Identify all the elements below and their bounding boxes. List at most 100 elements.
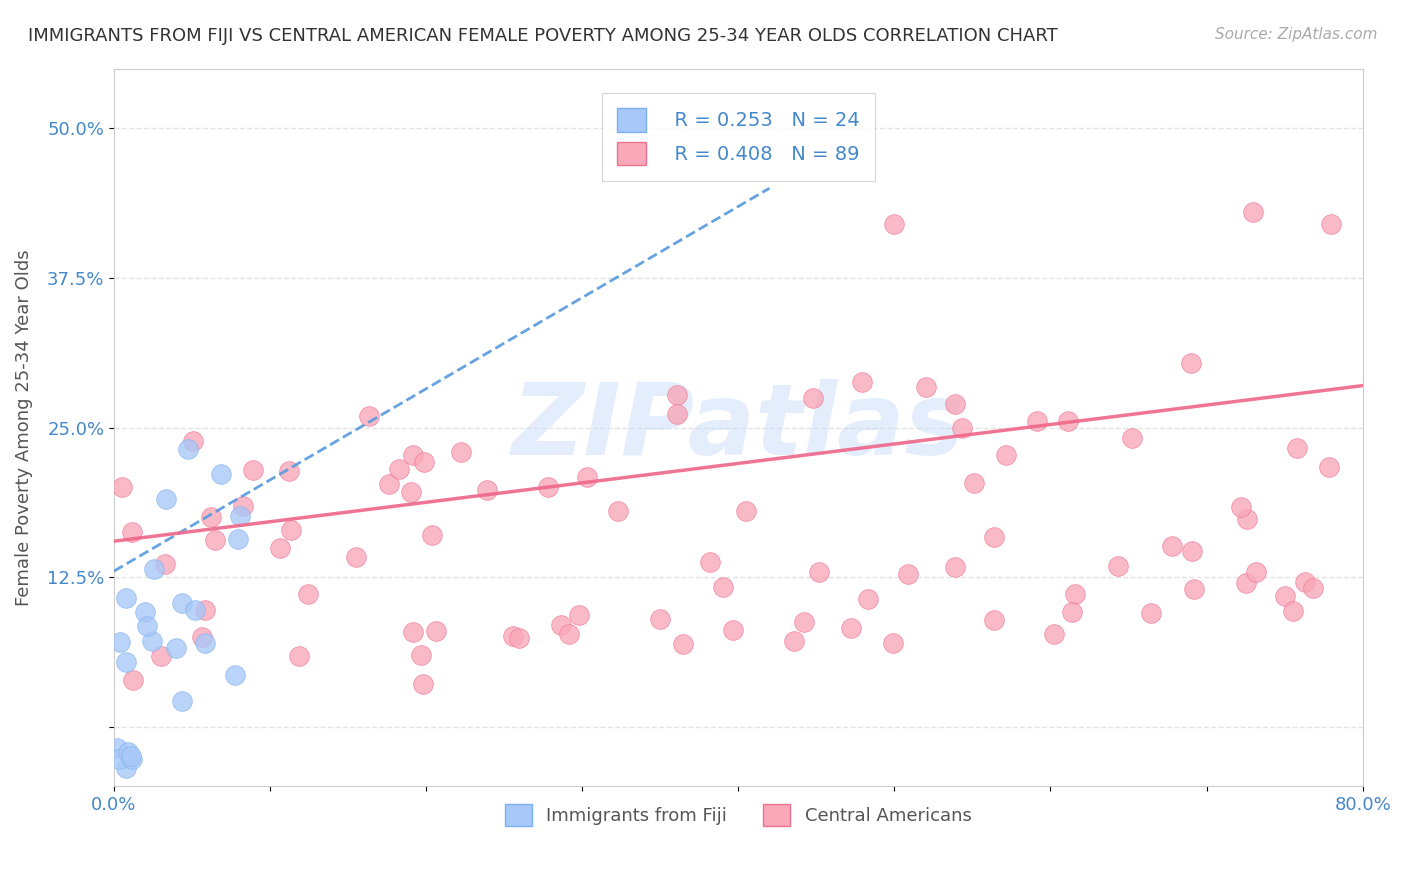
Central Americans: [190, 630, 212, 644]
Central Americans: [297, 587, 319, 601]
Central Americans: [1121, 431, 1143, 445]
Central Americans: [1241, 205, 1264, 219]
Central Americans: [1302, 581, 1324, 595]
Y-axis label: Female Poverty Among 25-34 Year Olds: Female Poverty Among 25-34 Year Olds: [15, 249, 32, 606]
Central Americans: [1160, 540, 1182, 554]
Immigrants from Fiji: [165, 640, 187, 655]
Legend: Immigrants from Fiji, Central Americans: Immigrants from Fiji, Central Americans: [496, 795, 981, 835]
Central Americans: [1139, 606, 1161, 620]
Immigrants from Fiji: [177, 442, 200, 457]
Central Americans: [1057, 414, 1080, 428]
Central Americans: [280, 523, 302, 537]
Central Americans: [793, 615, 815, 629]
Immigrants from Fiji: [105, 740, 128, 755]
Central Americans: [666, 407, 689, 421]
Central Americans: [568, 607, 591, 622]
Central Americans: [508, 631, 530, 645]
Central Americans: [425, 624, 447, 638]
Central Americans: [607, 504, 630, 518]
Central Americans: [402, 448, 425, 462]
Central Americans: [1281, 604, 1303, 618]
Central Americans: [269, 541, 291, 555]
Central Americans: [413, 455, 436, 469]
Central Americans: [149, 649, 172, 664]
Central Americans: [1181, 544, 1204, 558]
Central Americans: [650, 612, 672, 626]
Central Americans: [1042, 627, 1064, 641]
Immigrants from Fiji: [114, 761, 136, 775]
Central Americans: [344, 550, 367, 565]
Central Americans: [983, 613, 1005, 627]
Text: ZIPatlas: ZIPatlas: [512, 379, 965, 476]
Central Americans: [943, 397, 966, 411]
Central Americans: [200, 510, 222, 524]
Central Americans: [782, 634, 804, 648]
Immigrants from Fiji: [108, 752, 131, 766]
Central Americans: [357, 409, 380, 423]
Central Americans: [711, 581, 734, 595]
Central Americans: [1320, 217, 1343, 231]
Immigrants from Fiji: [209, 467, 232, 481]
Immigrants from Fiji: [226, 532, 249, 546]
Central Americans: [153, 557, 176, 571]
Central Americans: [699, 555, 721, 569]
Central Americans: [963, 475, 986, 490]
Immigrants from Fiji: [141, 633, 163, 648]
Central Americans: [183, 434, 205, 449]
Central Americans: [575, 470, 598, 484]
Central Americans: [288, 649, 311, 664]
Central Americans: [388, 461, 411, 475]
Immigrants from Fiji: [229, 509, 252, 524]
Central Americans: [420, 527, 443, 541]
Central Americans: [450, 445, 472, 459]
Central Americans: [1182, 582, 1205, 596]
Central Americans: [950, 421, 973, 435]
Immigrants from Fiji: [155, 491, 177, 506]
Immigrants from Fiji: [120, 748, 142, 763]
Central Americans: [1063, 587, 1085, 601]
Central Americans: [502, 629, 524, 643]
Central Americans: [194, 603, 217, 617]
Central Americans: [883, 217, 905, 231]
Central Americans: [477, 483, 499, 498]
Central Americans: [807, 565, 830, 579]
Immigrants from Fiji: [121, 752, 143, 766]
Central Americans: [242, 463, 264, 477]
Immigrants from Fiji: [134, 605, 156, 619]
Central Americans: [943, 560, 966, 574]
Text: IMMIGRANTS FROM FIJI VS CENTRAL AMERICAN FEMALE POVERTY AMONG 25-34 YEAR OLDS CO: IMMIGRANTS FROM FIJI VS CENTRAL AMERICAN…: [28, 27, 1057, 45]
Immigrants from Fiji: [136, 619, 159, 633]
Central Americans: [378, 477, 401, 491]
Central Americans: [111, 479, 134, 493]
Immigrants from Fiji: [224, 668, 246, 682]
Central Americans: [1246, 565, 1268, 579]
Central Americans: [1236, 511, 1258, 525]
Text: Source: ZipAtlas.com: Source: ZipAtlas.com: [1215, 27, 1378, 42]
Central Americans: [801, 391, 824, 405]
Immigrants from Fiji: [170, 596, 193, 610]
Immigrants from Fiji: [117, 745, 139, 759]
Central Americans: [666, 388, 689, 402]
Immigrants from Fiji: [115, 591, 138, 606]
Central Americans: [983, 529, 1005, 543]
Central Americans: [915, 380, 938, 394]
Central Americans: [672, 637, 695, 651]
Central Americans: [1274, 589, 1296, 603]
Immigrants from Fiji: [110, 634, 132, 648]
Central Americans: [558, 627, 581, 641]
Central Americans: [277, 464, 299, 478]
Central Americans: [1285, 442, 1308, 456]
Central Americans: [882, 635, 904, 649]
Immigrants from Fiji: [170, 694, 193, 708]
Central Americans: [550, 618, 572, 632]
Immigrants from Fiji: [184, 603, 207, 617]
Central Americans: [1317, 459, 1340, 474]
Central Americans: [537, 480, 560, 494]
Central Americans: [1180, 356, 1202, 370]
Central Americans: [402, 625, 425, 640]
Central Americans: [897, 566, 920, 581]
Central Americans: [412, 677, 434, 691]
Central Americans: [232, 500, 254, 514]
Central Americans: [1025, 414, 1047, 428]
Central Americans: [204, 533, 226, 548]
